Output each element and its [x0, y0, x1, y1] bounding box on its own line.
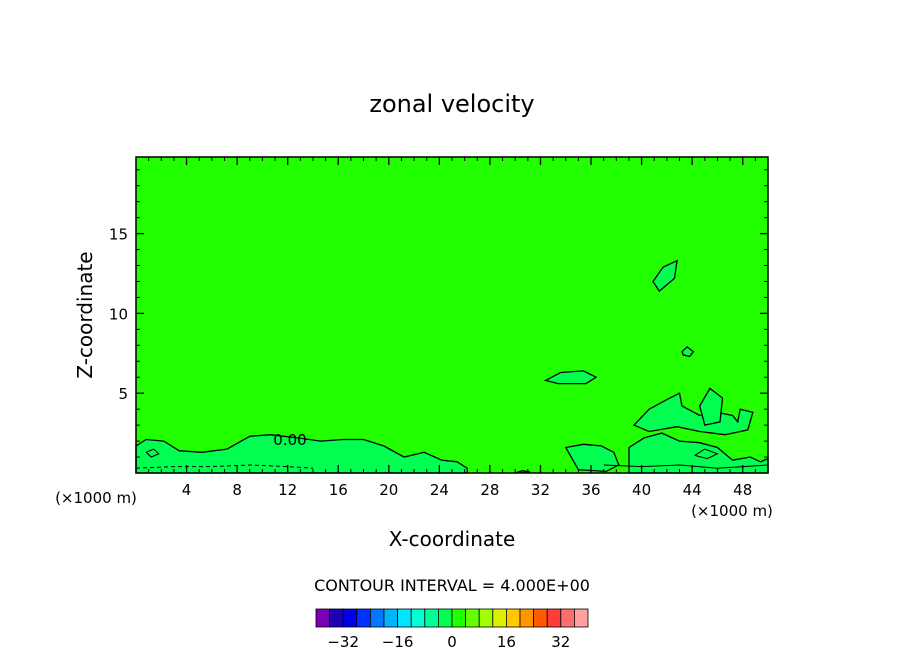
colorbar-bin [329, 608, 344, 628]
region-east-upper [632, 392, 754, 436]
colorbar-bin [424, 608, 439, 628]
colorbar-bin [533, 608, 548, 628]
x-tick-label: 12 [278, 481, 297, 499]
x-unit-label-left: (×1000 m) [55, 489, 137, 507]
y-tick-label: 15 [109, 226, 128, 244]
contour-label: 0.00 [273, 431, 306, 449]
colorbar-bin [356, 608, 371, 628]
region-small-cell [681, 346, 695, 358]
x-tick-label: 40 [632, 481, 651, 499]
x-tick-label: 32 [531, 481, 550, 499]
colorbar-bin [342, 608, 358, 628]
x-unit-label-right: (×1000 m) [691, 502, 773, 520]
x-tick-label: 48 [733, 481, 752, 499]
colorbar-tick-label: 0 [447, 633, 457, 651]
contour-lines [135, 448, 769, 469]
region-upper-cell [652, 259, 678, 293]
contour-regions [135, 259, 769, 474]
y-axis-label: Z-coordinate [73, 251, 97, 378]
colorbar-bin [369, 608, 385, 628]
colorbar-bin [574, 608, 589, 628]
plot-area: 0.00 [135, 156, 769, 474]
colorbar-bin [397, 608, 412, 628]
colorbar-tick-label: 32 [551, 633, 570, 651]
x-tick-label: 4 [182, 481, 192, 499]
colorbar-bin [505, 608, 521, 628]
colorbar-bin [478, 608, 494, 628]
region-east-patch [699, 387, 724, 426]
contour-interval-text: CONTOUR INTERVAL = 4.000E+00 [314, 576, 590, 595]
colorbar-bin [315, 608, 331, 628]
x-tick-label: 24 [430, 481, 449, 499]
region-mid-cell [543, 370, 598, 385]
colorbar-bin [560, 608, 575, 628]
y-tick-label: 10 [109, 305, 128, 323]
x-tick-label: 28 [480, 481, 499, 499]
x-tick-label: 16 [329, 481, 348, 499]
y-tick-label: 5 [118, 385, 128, 403]
x-axis-label: X-coordinate [389, 527, 516, 551]
colorbar-tick-label: 16 [497, 633, 516, 651]
colorbar-bin [437, 608, 453, 628]
x-tick-label: 8 [232, 481, 242, 499]
contour-inner-west [145, 448, 160, 458]
x-tick-label: 20 [379, 481, 398, 499]
colorbar-bin [519, 608, 535, 628]
x-tick-label: 44 [683, 481, 702, 499]
contour-near-surface-dashed [135, 464, 314, 469]
contour-east-surface [603, 464, 769, 469]
colorbar-bin [465, 608, 480, 628]
colorbar-tick-label: −32 [327, 633, 359, 651]
x-tick-label: 36 [581, 481, 600, 499]
colorbar-bin [546, 608, 562, 628]
colorbar-bin [492, 608, 507, 628]
colorbar-bin [383, 608, 399, 628]
chart-title: zonal velocity [369, 90, 534, 118]
colorbar-bin [410, 608, 426, 628]
colorbar-bin [451, 608, 467, 628]
contour-inner-east [694, 448, 719, 460]
colorbar: −32 −16 0 16 32 [315, 608, 589, 651]
region-near-surface-west [135, 434, 468, 474]
colorbar-tick-label: −16 [382, 633, 414, 651]
